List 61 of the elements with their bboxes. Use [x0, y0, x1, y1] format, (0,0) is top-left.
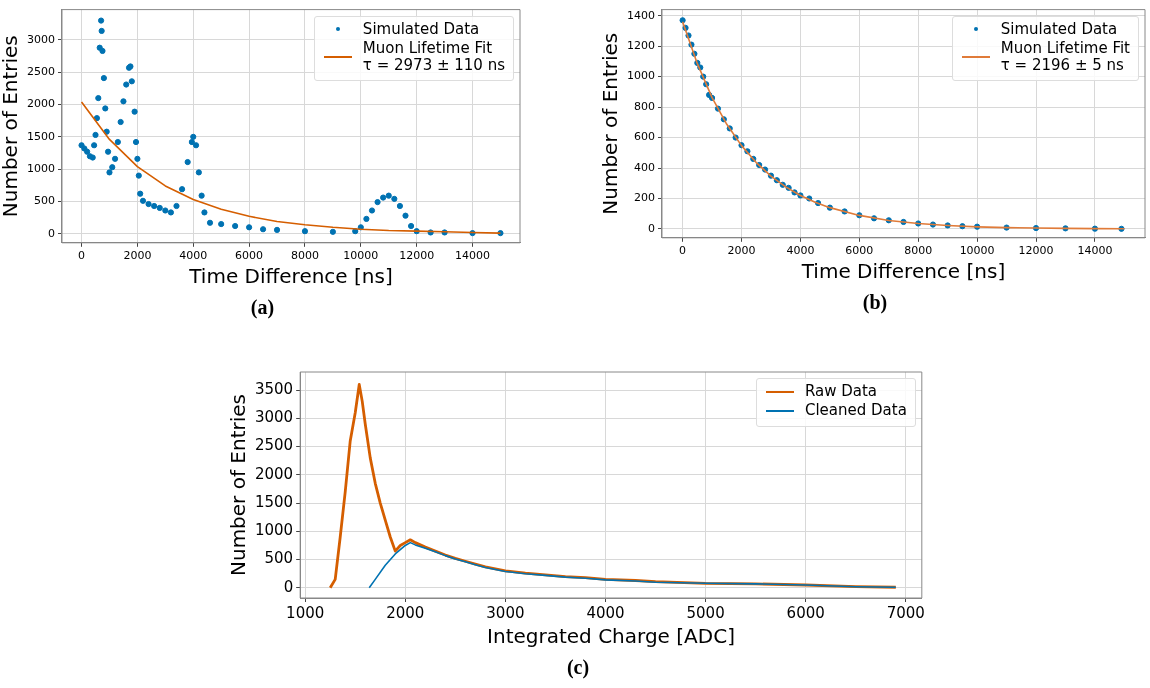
x-tick-label: 2000 [727, 244, 756, 258]
text: (b) [861, 291, 889, 314]
y-tick-label: 1200 [626, 39, 655, 53]
y-tick-label: 2000 [26, 97, 55, 111]
x-tick-label: 4000 [586, 603, 625, 622]
x-tick-label: 10000 [959, 244, 995, 258]
x-tick-label: 2000 [123, 249, 152, 263]
y-tick-label: 600 [633, 130, 655, 144]
y-axis-title: Number of Entries [226, 394, 251, 576]
x-tick-label: 2000 [386, 603, 425, 622]
y-axis-title: Number of Entries [598, 32, 623, 215]
x-tick-label: 5000 [686, 603, 725, 622]
y-tick-label: 400 [633, 160, 655, 174]
x-tick-label: 6000 [786, 603, 825, 622]
legend-label: Simulated Data [362, 19, 480, 38]
y-tick-label: 0 [647, 221, 655, 235]
text: (c) [565, 656, 591, 679]
y-tick-label: 1500 [254, 492, 294, 511]
y-tick-label: 0 [283, 577, 294, 596]
text: (a) [249, 296, 276, 319]
y-tick-label: 1000 [26, 162, 55, 176]
y-tick-label: 3500 [254, 379, 294, 398]
legend-label: Cleaned Data [804, 401, 907, 420]
legend-label: Muon Lifetime Fit τ = 2973 ± 110 ns [362, 38, 505, 75]
y-tick-label: 800 [633, 99, 655, 113]
legend-label: Raw Data [804, 382, 878, 401]
x-tick-label: 1000 [286, 603, 325, 622]
y-tick-label: 2000 [254, 464, 294, 483]
y-tick-label: 1500 [26, 129, 55, 143]
x-tick-label: 8000 [904, 244, 933, 258]
x-tick-label: 12000 [1018, 244, 1054, 258]
x-tick-label: 8000 [290, 249, 319, 263]
legend-label: Muon Lifetime Fit τ = 2196 ± 5 ns [1000, 38, 1130, 75]
x-tick-label: 14000 [1077, 244, 1113, 258]
y-tick-label: 0 [47, 226, 55, 240]
x-axis-title: Integrated Charge [ADC] [487, 624, 735, 649]
x-tick-label: 6000 [235, 249, 264, 263]
x-tick-label: 6000 [845, 244, 874, 258]
x-tick-label: 7000 [886, 603, 925, 622]
x-tick-label: 4000 [179, 249, 208, 263]
y-tick-label: 200 [633, 191, 655, 205]
x-tick-label: 3000 [486, 603, 525, 622]
y-tick-label: 2500 [26, 65, 55, 79]
y-tick-label: 2500 [254, 436, 294, 455]
y-tick-label: 3000 [254, 408, 294, 427]
y-tick-label: 3000 [26, 32, 55, 46]
y-tick-label: 1400 [626, 8, 655, 22]
x-tick-label: 4000 [786, 244, 815, 258]
x-axis-title: Time Difference [ns] [800, 259, 1006, 284]
x-axis-title: Time Difference [ns] [188, 264, 393, 289]
x-tick-label: 10000 [343, 249, 379, 263]
y-tick-label: 500 [264, 549, 294, 568]
x-tick-label: 14000 [455, 249, 491, 263]
y-tick-label: 1000 [254, 521, 294, 540]
y-axis-title: Number of Entries [0, 35, 23, 218]
y-tick-label: 500 [33, 194, 55, 208]
legend-label: Simulated Data [1000, 19, 1118, 38]
x-tick-label: 12000 [399, 249, 435, 263]
x-tick-label: 0 [78, 249, 86, 263]
y-tick-label: 1000 [626, 69, 655, 83]
x-tick-label: 0 [679, 244, 687, 258]
